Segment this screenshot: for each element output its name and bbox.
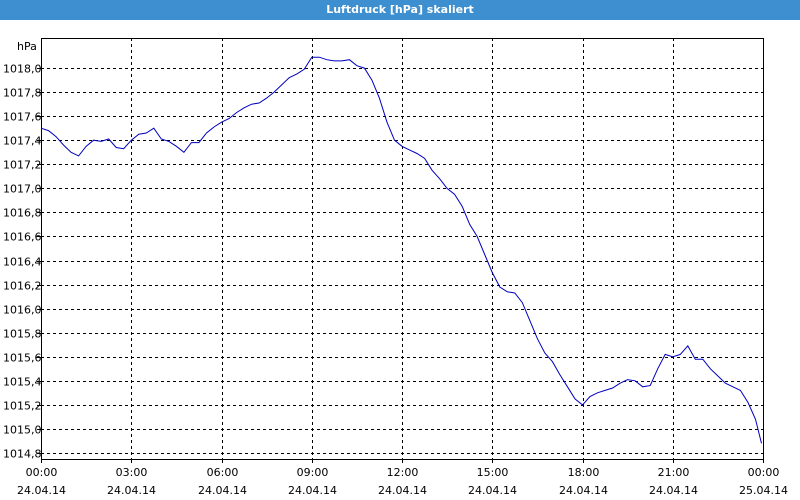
grid xyxy=(41,38,763,459)
y-tick-label: 1017,8 xyxy=(3,87,42,100)
line-chart: 1014,8 1015,0 1015,2 1015,4 1015,6 1015,8 1016… xyxy=(3,38,788,497)
x-tick-date: 24.04.14 xyxy=(198,484,247,497)
y-tick-label: 1015,8 xyxy=(3,328,42,341)
x-tick-date: 25.04.14 xyxy=(739,484,788,497)
x-tick-time: 15:00 xyxy=(477,466,509,479)
y-tick-label: 1016,2 xyxy=(3,280,42,293)
x-tick-time: 03:00 xyxy=(116,466,148,479)
y-tick-label: 1015,4 xyxy=(3,376,42,389)
x-tick-time: 18:00 xyxy=(568,466,600,479)
y-tick-label: 1018,0 xyxy=(3,63,42,76)
y-axis-labels: 1014,8 1015,0 1015,2 1015,4 1015,6 1015,8 1016… xyxy=(3,63,42,461)
x-tick-time: 00:00 xyxy=(748,466,780,479)
x-axis-labels: 00:00 24.04.14 03:00 24.04.14 06:00 24.04.14 0… xyxy=(17,466,788,497)
x-tick-time: 09:00 xyxy=(297,466,329,479)
x-tick-date: 24.04.14 xyxy=(468,484,517,497)
y-tick-label: 1017,4 xyxy=(3,135,42,148)
x-tick-date: 24.04.14 xyxy=(378,484,427,497)
x-tick-date: 24.04.14 xyxy=(17,484,66,497)
x-tick-date: 24.04.14 xyxy=(107,484,156,497)
chart-title: Luftdruck [hPa] skaliert xyxy=(0,0,800,20)
y-tick-label: 1015,6 xyxy=(3,352,42,365)
y-tick-label: 1017,0 xyxy=(3,183,42,196)
y-tick-label: 1016,8 xyxy=(3,207,42,220)
x-tick-time: 21:00 xyxy=(658,466,690,479)
y-axis-unit: hPa xyxy=(17,40,37,53)
x-tick-time: 06:00 xyxy=(207,466,239,479)
y-tick-label: 1017,6 xyxy=(3,111,42,124)
x-tick-date: 24.04.14 xyxy=(559,484,608,497)
y-tick-label: 1014,8 xyxy=(3,448,42,461)
y-tick-label: 1015,0 xyxy=(3,424,42,437)
y-tick-label: 1015,2 xyxy=(3,400,42,413)
axes xyxy=(37,38,764,463)
y-tick-label: 1016,0 xyxy=(3,304,42,317)
y-tick-label: 1017,2 xyxy=(3,159,42,172)
x-tick-date: 24.04.14 xyxy=(649,484,698,497)
y-tick-label: 1016,4 xyxy=(3,256,42,269)
series-line xyxy=(40,56,762,444)
x-tick-date: 24.04.14 xyxy=(288,484,337,497)
x-tick-time: 00:00 xyxy=(26,466,58,479)
y-tick-label: 1016,6 xyxy=(3,231,42,244)
plot-border xyxy=(41,38,764,460)
x-tick-time: 12:00 xyxy=(387,466,419,479)
